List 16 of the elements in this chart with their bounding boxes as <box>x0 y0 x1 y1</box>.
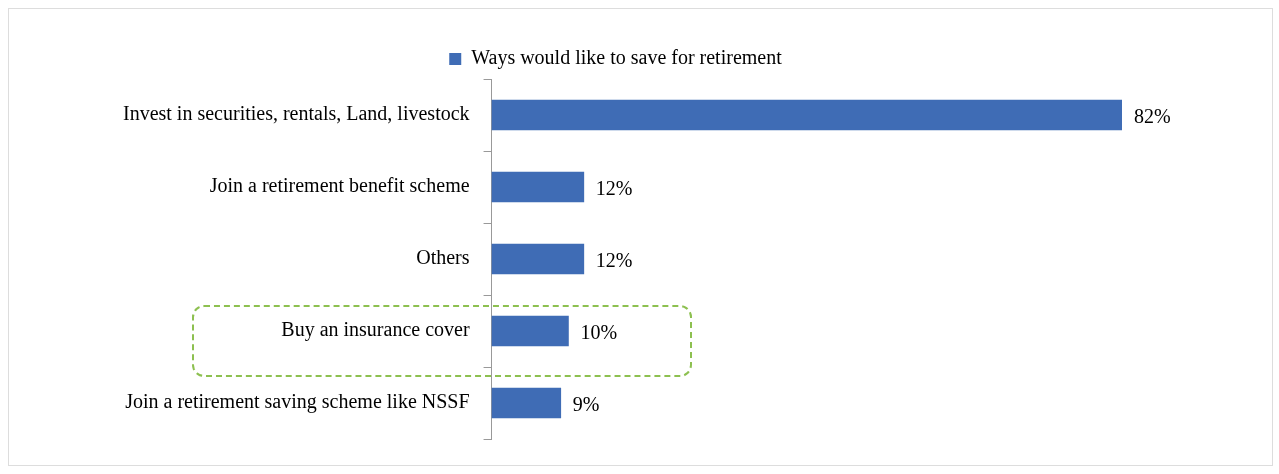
y-tick-label: Others <box>416 246 470 269</box>
y-tick-label: Invest in securities, rentals, Land, livestock <box>122 102 470 125</box>
data-label: 9% <box>572 393 600 416</box>
y-tick-label: Join a retirement benefit scheme <box>209 174 470 197</box>
data-label: 10% <box>580 321 618 344</box>
bar <box>491 243 585 275</box>
data-label: 82% <box>1134 105 1171 128</box>
y-tick-label: Join a retirement saving scheme like NSSF <box>125 390 470 414</box>
bar <box>491 315 569 347</box>
y-tick-label: Buy an insurance cover <box>281 318 470 342</box>
data-label: 12% <box>595 249 633 272</box>
legend-label: Ways would like to save for retirement <box>471 46 783 70</box>
bar <box>491 387 562 419</box>
bar <box>491 99 1122 131</box>
data-label: 12% <box>595 177 633 200</box>
bar <box>491 171 585 203</box>
